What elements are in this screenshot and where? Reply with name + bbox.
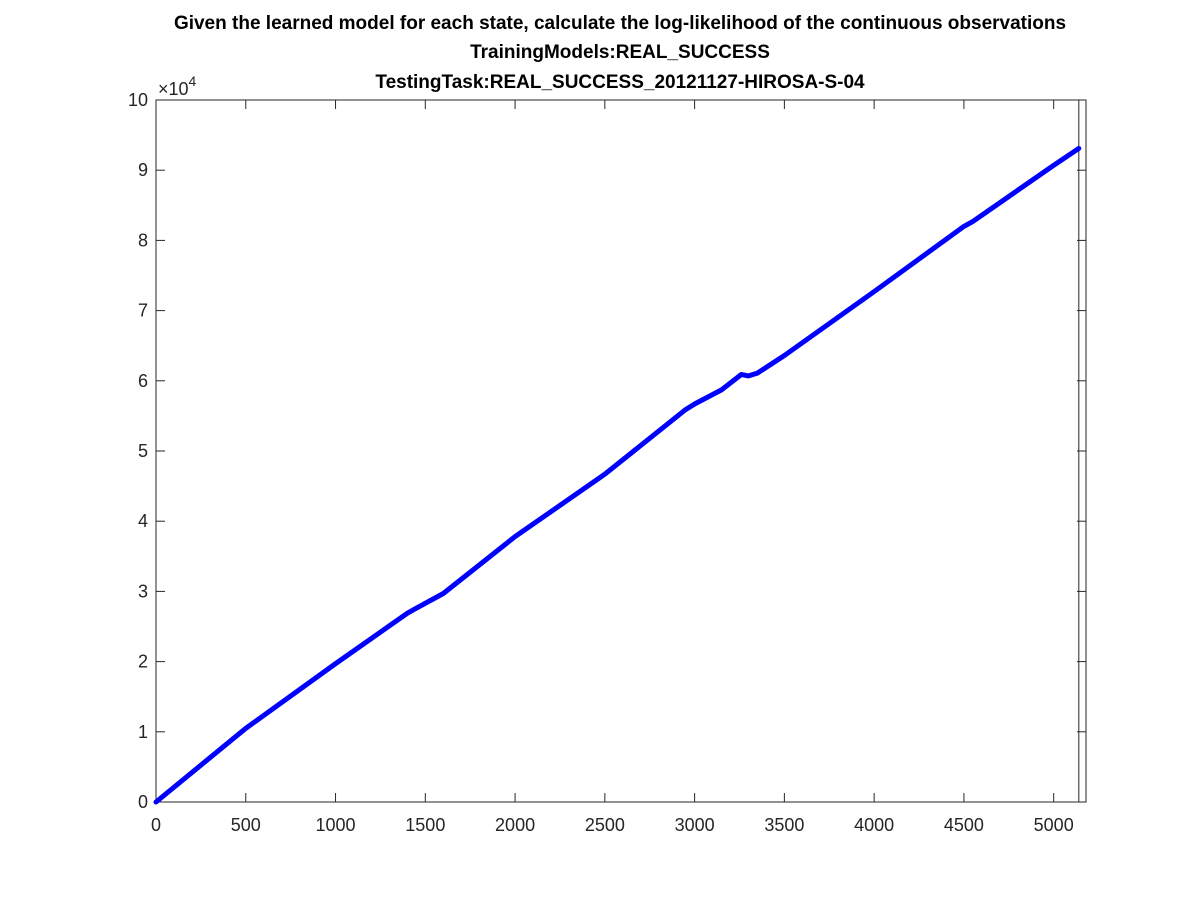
y-tick-label: 2 [138,652,148,672]
x-tick-label: 3000 [675,815,715,835]
x-tick-label: 1500 [405,815,445,835]
series-line [153,145,1082,805]
x-tick-label: 5000 [1034,815,1074,835]
y-tick-label: 3 [138,581,148,601]
y-tick-label: 9 [138,160,148,180]
x-tick-label: 3500 [764,815,804,835]
x-tick-label: 2500 [585,815,625,835]
y-axis-tick-labels: 0 1 2 3 4 5 6 7 8 9 10 [128,90,148,812]
y-tick-label: 4 [138,511,148,531]
x-axis-ticks [155,100,1055,802]
plot-area [155,99,1087,803]
x-tick-label: 4500 [944,815,984,835]
y-tick-label: 1 [138,722,148,742]
y-tick-label: 5 [138,441,148,461]
x-tick-label: 1000 [316,815,356,835]
y-tick-label: 6 [138,371,148,391]
y-tick-label: 8 [138,230,148,250]
y-tick-label: 10 [128,90,148,110]
y-exponent-power: 4 [189,73,197,89]
y-exponent-base: ×10 [158,79,189,99]
chart-title-line-1: Given the learned model for each state, … [174,13,1066,34]
y-tick-label: 0 [138,792,148,812]
chart-title-line-3: TestingTask:REAL_SUCCESS_20121127-HIROSA… [375,72,865,93]
x-tick-label: 0 [151,815,161,835]
x-tick-label: 500 [231,815,261,835]
y-tick-label: 7 [138,301,148,321]
y-exponent-label: ×104 [158,73,197,99]
x-axis-tick-labels: 0 500 1000 1500 2000 2500 3000 3500 4000 4500 5000 [151,815,1074,835]
x-tick-label: 4000 [854,815,894,835]
x-tick-label: 2000 [495,815,535,835]
chart-title-line-2: TrainingModels:REAL_SUCCESS [470,42,770,63]
